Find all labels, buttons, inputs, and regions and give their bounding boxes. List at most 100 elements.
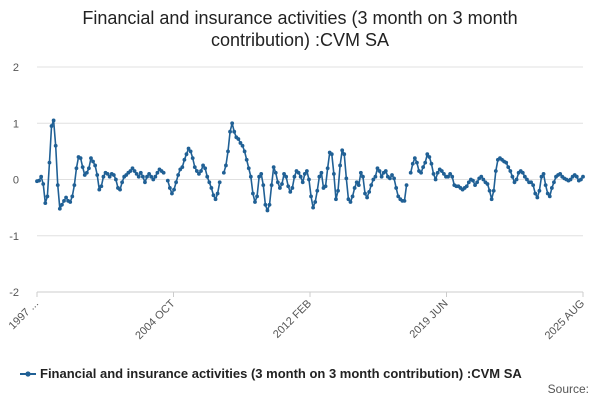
data-point[interactable] — [323, 184, 328, 189]
data-point[interactable] — [352, 186, 357, 190]
data-point[interactable] — [344, 176, 349, 181]
data-point[interactable] — [45, 194, 50, 199]
data-point[interactable] — [471, 178, 475, 183]
data-point[interactable] — [348, 200, 353, 204]
data-point[interactable] — [99, 184, 104, 189]
data-point[interactable] — [415, 160, 419, 165]
data-point[interactable] — [475, 180, 480, 185]
data-point[interactable] — [207, 180, 212, 185]
data-point[interactable] — [118, 187, 122, 192]
data-point[interactable] — [72, 183, 77, 188]
data-point[interactable] — [174, 180, 179, 185]
data-point[interactable] — [346, 197, 351, 202]
data-point[interactable] — [529, 180, 533, 185]
data-point[interactable] — [431, 171, 436, 176]
data-point[interactable] — [87, 166, 91, 171]
data-point[interactable] — [549, 186, 554, 190]
data-point[interactable] — [53, 143, 58, 148]
data-point[interactable] — [184, 152, 189, 157]
data-point[interactable] — [107, 174, 112, 179]
data-point[interactable] — [267, 202, 272, 207]
data-point[interactable] — [491, 188, 496, 193]
data-point[interactable] — [170, 191, 174, 196]
data-point[interactable] — [176, 173, 181, 177]
data-point[interactable] — [199, 169, 203, 173]
data-point[interactable] — [246, 166, 251, 171]
data-point[interactable] — [373, 174, 378, 179]
data-point[interactable] — [489, 197, 494, 202]
data-point[interactable] — [180, 165, 185, 170]
data-point[interactable] — [151, 177, 156, 182]
data-point[interactable] — [149, 174, 154, 179]
data-point[interactable] — [91, 159, 95, 164]
data-point[interactable] — [545, 191, 550, 196]
data-point[interactable] — [236, 137, 241, 141]
data-point[interactable] — [248, 174, 253, 179]
data-point[interactable] — [147, 171, 152, 176]
data-point[interactable] — [278, 186, 282, 190]
data-point[interactable] — [128, 169, 133, 173]
data-point[interactable] — [506, 165, 511, 170]
data-point[interactable] — [203, 166, 208, 171]
data-point[interactable] — [429, 161, 434, 166]
data-point[interactable] — [197, 171, 201, 176]
data-point[interactable] — [473, 183, 477, 188]
data-point[interactable] — [143, 180, 147, 185]
data-point[interactable] — [257, 174, 262, 179]
data-point[interactable] — [493, 169, 498, 173]
data-point[interactable] — [375, 166, 380, 171]
data-point[interactable] — [300, 180, 305, 185]
data-point[interactable] — [433, 177, 438, 182]
data-point[interactable] — [101, 174, 106, 179]
data-point[interactable] — [105, 171, 110, 176]
data-point[interactable] — [485, 182, 490, 186]
data-point[interactable] — [161, 170, 166, 175]
data-point[interactable] — [221, 170, 226, 175]
data-point[interactable] — [508, 169, 513, 173]
data-point[interactable] — [37, 178, 41, 183]
data-point[interactable] — [568, 177, 573, 182]
data-point[interactable] — [361, 174, 365, 179]
data-point[interactable] — [356, 183, 361, 188]
data-point[interactable] — [74, 166, 79, 171]
data-point[interactable] — [230, 121, 235, 126]
data-point[interactable] — [552, 180, 556, 185]
data-point[interactable] — [192, 165, 197, 170]
data-point[interactable] — [439, 169, 444, 173]
data-point[interactable] — [311, 205, 316, 210]
data-point[interactable] — [55, 183, 60, 188]
data-point[interactable] — [78, 156, 83, 161]
data-point[interactable] — [425, 152, 430, 157]
data-point[interactable] — [466, 180, 471, 185]
data-point[interactable] — [479, 174, 484, 179]
data-point[interactable] — [522, 174, 527, 179]
data-point[interactable] — [64, 195, 68, 200]
data-point[interactable] — [481, 177, 486, 182]
data-point[interactable] — [232, 129, 237, 134]
data-point[interactable] — [132, 169, 137, 173]
data-point[interactable] — [377, 169, 382, 173]
data-point[interactable] — [251, 191, 255, 196]
data-point[interactable] — [296, 170, 301, 175]
data-point[interactable] — [68, 200, 73, 204]
data-point[interactable] — [402, 198, 407, 203]
data-point[interactable] — [41, 182, 46, 186]
data-point[interactable] — [140, 174, 145, 179]
data-point[interactable] — [49, 124, 54, 128]
data-point[interactable] — [390, 173, 394, 177]
data-point[interactable] — [228, 129, 232, 134]
data-point[interactable] — [43, 201, 48, 206]
data-point[interactable] — [317, 174, 322, 179]
data-point[interactable] — [284, 174, 289, 179]
data-point[interactable] — [365, 195, 369, 200]
data-point[interactable] — [363, 191, 367, 196]
data-point[interactable] — [286, 184, 291, 189]
data-point[interactable] — [342, 152, 347, 157]
data-point[interactable] — [182, 157, 187, 162]
data-point[interactable] — [450, 174, 455, 179]
data-point[interactable] — [259, 171, 264, 176]
data-point[interactable] — [331, 171, 336, 176]
data-point[interactable] — [309, 194, 313, 199]
data-point[interactable] — [371, 177, 376, 182]
data-point[interactable] — [313, 200, 318, 204]
